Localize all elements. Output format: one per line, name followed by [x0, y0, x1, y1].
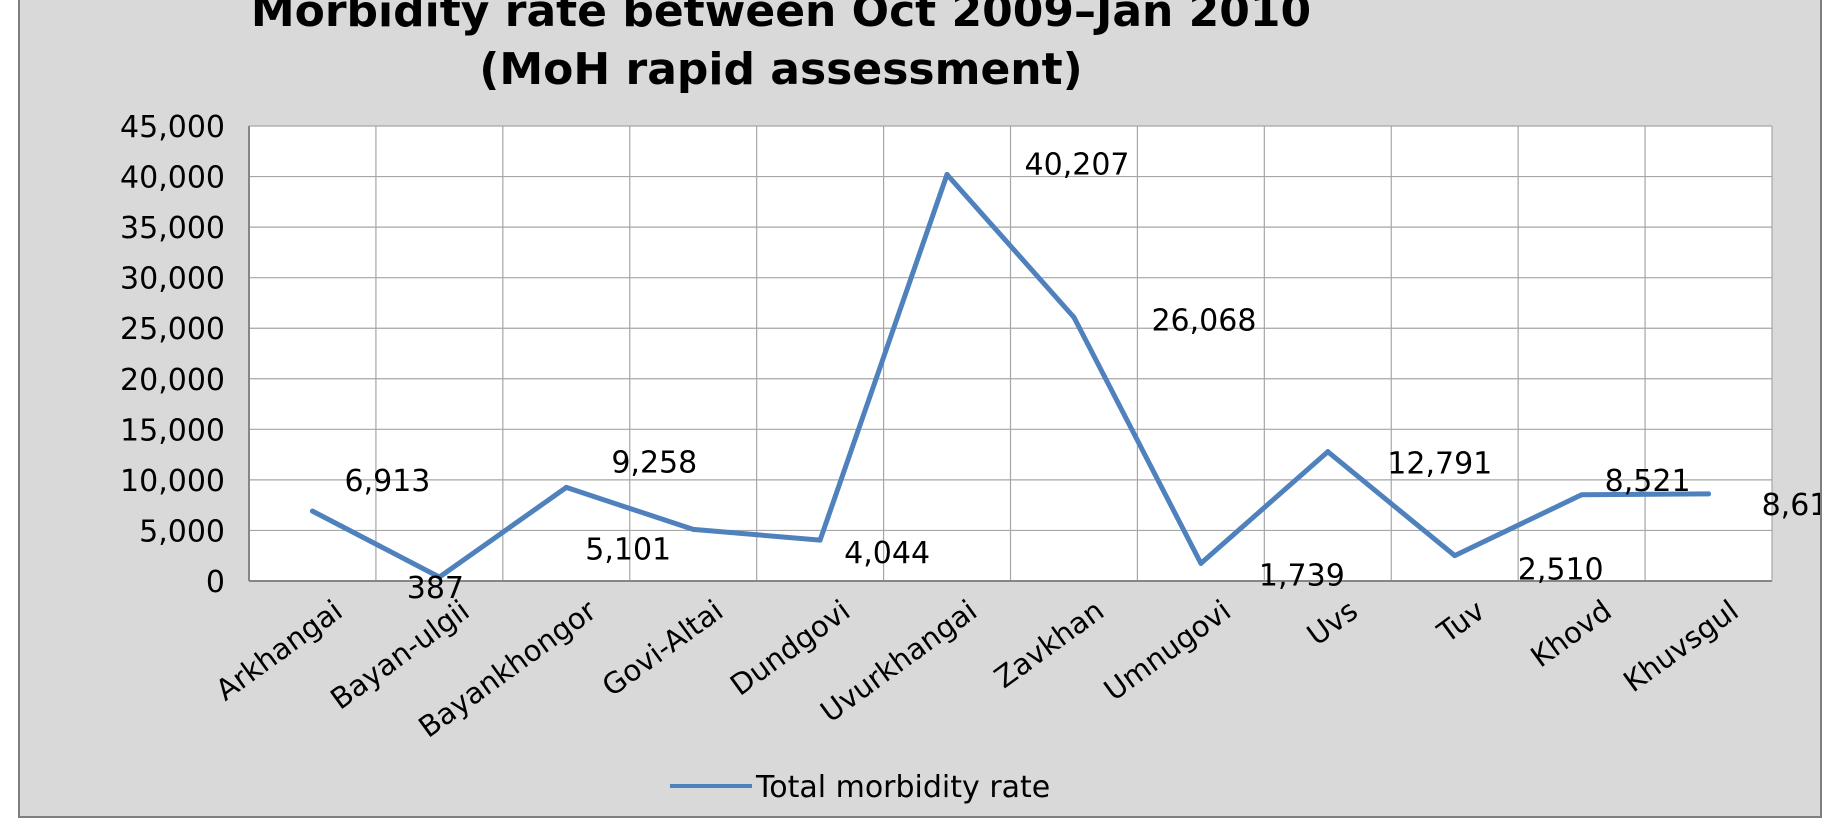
y-tick-label-8: 40,000	[120, 161, 225, 196]
data-point-10	[1579, 492, 1585, 498]
data-point-1	[436, 574, 442, 580]
data-label-5: 40,207	[1025, 147, 1130, 182]
x-tick-label-10: Khovd	[1524, 593, 1617, 674]
data-label-6: 26,068	[1151, 303, 1256, 338]
y-tick-label-3: 15,000	[120, 413, 225, 448]
data-point-7	[1198, 560, 1204, 566]
y-tick-label-0: 0	[206, 565, 225, 600]
data-point-5	[944, 171, 950, 177]
x-tick-label-9: Tuv	[1431, 593, 1491, 650]
y-tick-label-7: 35,000	[120, 211, 225, 246]
chart-subtitle: (MoH rapid assessment)	[479, 44, 1083, 95]
chart-title: Morbidity rate between Oct 2009–Jan 2010	[251, 0, 1311, 37]
data-label-1: 387	[407, 571, 464, 606]
data-label-4: 4,044	[844, 536, 930, 571]
data-label-3: 5,101	[585, 532, 671, 567]
y-tick-label-9: 45,000	[120, 110, 225, 145]
y-tick-label-4: 20,000	[120, 363, 225, 398]
x-tick-label-11: Khuvsgul	[1617, 593, 1745, 699]
data-point-3	[690, 526, 696, 532]
plot-area: 0 5,000 10,000 15,000 20,000 25,000 30,000 35,0…	[120, 110, 1820, 744]
data-point-4	[817, 537, 823, 543]
data-point-0	[309, 508, 315, 514]
x-tick-label-8: Uvs	[1301, 593, 1364, 652]
data-label-0: 6,913	[345, 464, 431, 499]
data-label-11: 8,615	[1762, 488, 1820, 523]
chart-frame: Morbidity rate between Oct 2009–Jan 2010…	[18, 0, 1822, 818]
data-point-9	[1452, 553, 1458, 559]
y-tick-label-5: 25,000	[120, 312, 225, 347]
legend: Total morbidity rate	[670, 770, 1050, 805]
x-tick-label-3: Govi-Altai	[596, 593, 730, 703]
data-point-2	[563, 484, 569, 490]
y-tick-label-6: 30,000	[120, 262, 225, 297]
x-tick-label-6: Zavkhan	[988, 593, 1110, 695]
x-tick-label-7: Umnugovi	[1098, 593, 1237, 707]
legend-label: Total morbidity rate	[755, 770, 1050, 805]
data-point-11	[1706, 491, 1712, 497]
data-label-10: 8,521	[1605, 464, 1691, 499]
data-point-8	[1325, 449, 1331, 455]
data-label-8: 12,791	[1387, 447, 1492, 482]
data-label-9: 2,510	[1518, 553, 1604, 588]
data-label-2: 9,258	[611, 445, 697, 480]
series-line-total-morbidity-rate	[310, 172, 1711, 580]
y-tick-label-1: 5,000	[139, 514, 225, 549]
data-point-6	[1071, 314, 1077, 320]
y-tick-label-2: 10,000	[120, 464, 225, 499]
data-label-7: 1,739	[1259, 558, 1345, 593]
line-chart: Morbidity rate between Oct 2009–Jan 2010…	[120, 0, 1820, 805]
